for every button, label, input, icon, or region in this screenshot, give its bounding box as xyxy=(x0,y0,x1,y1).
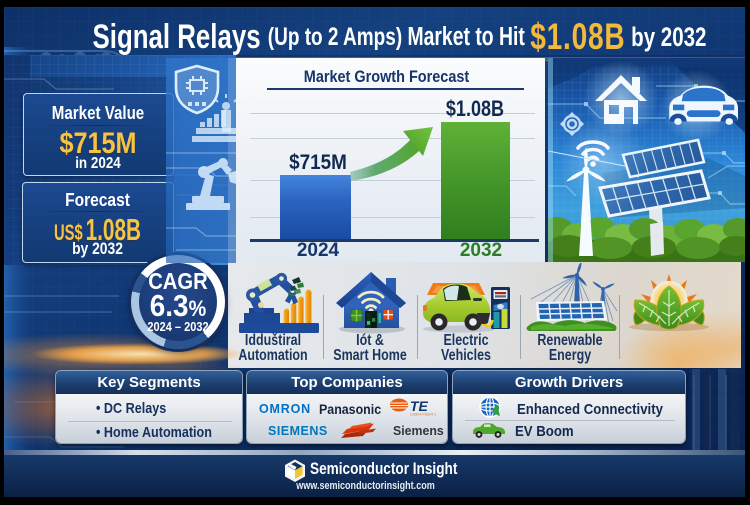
svg-text:CD604.P6G04 1: CD604.P6G04 1 xyxy=(410,413,436,417)
svg-text:TE: TE xyxy=(410,398,429,414)
